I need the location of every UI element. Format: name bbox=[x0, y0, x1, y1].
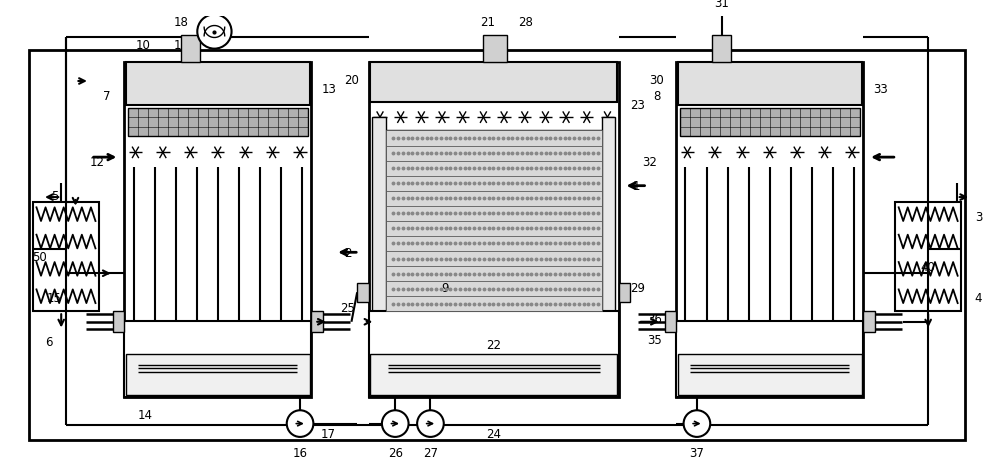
Bar bbox=[386, 131, 602, 146]
Bar bbox=[113, 312, 124, 332]
Bar bbox=[311, 312, 323, 332]
Text: 12: 12 bbox=[90, 156, 105, 169]
Text: 25: 25 bbox=[340, 301, 355, 314]
Text: 3: 3 bbox=[975, 210, 982, 223]
Bar bbox=[128, 167, 308, 321]
Bar bbox=[357, 283, 369, 302]
Text: 30: 30 bbox=[650, 73, 664, 86]
Text: 37: 37 bbox=[689, 446, 704, 459]
Bar bbox=[369, 63, 619, 397]
Bar bbox=[619, 283, 630, 302]
Bar bbox=[712, 36, 731, 63]
Bar bbox=[602, 118, 615, 312]
Bar bbox=[386, 207, 602, 221]
Text: 26: 26 bbox=[388, 446, 403, 459]
Text: 23: 23 bbox=[630, 99, 645, 112]
Text: 33: 33 bbox=[873, 83, 888, 96]
Bar bbox=[863, 312, 875, 332]
Bar bbox=[33, 202, 99, 312]
Text: 32: 32 bbox=[642, 156, 657, 169]
Text: 9: 9 bbox=[441, 281, 448, 294]
Bar bbox=[386, 236, 602, 252]
Text: 4: 4 bbox=[975, 291, 982, 304]
Text: 14: 14 bbox=[137, 408, 152, 420]
Bar bbox=[386, 131, 602, 312]
Text: 31: 31 bbox=[714, 0, 729, 11]
Bar bbox=[386, 221, 602, 236]
Bar bbox=[370, 63, 617, 103]
Bar bbox=[680, 108, 860, 137]
Bar bbox=[386, 281, 602, 297]
Text: 35: 35 bbox=[648, 334, 662, 347]
Text: 24: 24 bbox=[486, 427, 501, 440]
Text: 36: 36 bbox=[648, 313, 662, 326]
Bar bbox=[124, 321, 311, 397]
Text: 22: 22 bbox=[486, 338, 501, 351]
Bar bbox=[680, 167, 860, 321]
Text: 50: 50 bbox=[32, 250, 47, 263]
Bar bbox=[676, 63, 863, 397]
Text: 2: 2 bbox=[344, 246, 351, 259]
Text: 5: 5 bbox=[51, 189, 58, 202]
Text: 18: 18 bbox=[174, 17, 189, 29]
Text: 11: 11 bbox=[174, 39, 189, 52]
Bar bbox=[665, 312, 676, 332]
Bar bbox=[676, 321, 863, 397]
Text: 27: 27 bbox=[423, 446, 438, 459]
Text: 16: 16 bbox=[293, 446, 308, 459]
Text: 28: 28 bbox=[518, 17, 533, 29]
Bar bbox=[29, 50, 965, 440]
Text: 15: 15 bbox=[47, 291, 62, 304]
Text: 20: 20 bbox=[344, 73, 359, 86]
Bar bbox=[372, 118, 386, 312]
Bar bbox=[386, 176, 602, 191]
Circle shape bbox=[197, 15, 232, 50]
Bar bbox=[386, 146, 602, 161]
Bar bbox=[370, 354, 617, 395]
Circle shape bbox=[287, 410, 313, 437]
Bar bbox=[483, 36, 507, 63]
Bar bbox=[895, 202, 961, 312]
Text: 8: 8 bbox=[653, 90, 661, 102]
Text: 19: 19 bbox=[212, 15, 227, 28]
Bar bbox=[678, 354, 862, 395]
Bar bbox=[386, 191, 602, 207]
Bar bbox=[386, 297, 602, 312]
Text: 13: 13 bbox=[321, 83, 336, 96]
Text: 29: 29 bbox=[630, 281, 645, 294]
Text: 21: 21 bbox=[480, 17, 495, 29]
Circle shape bbox=[684, 410, 710, 437]
Bar bbox=[678, 63, 862, 106]
Text: 6: 6 bbox=[45, 336, 53, 348]
Bar bbox=[386, 267, 602, 281]
Bar bbox=[386, 161, 602, 176]
Text: 17: 17 bbox=[321, 427, 336, 440]
Text: 7: 7 bbox=[103, 90, 111, 102]
Bar bbox=[128, 108, 308, 137]
Text: 34: 34 bbox=[689, 408, 704, 420]
Bar bbox=[124, 63, 311, 397]
Bar bbox=[126, 354, 310, 395]
Bar bbox=[386, 252, 602, 267]
Circle shape bbox=[382, 410, 409, 437]
Bar bbox=[126, 63, 310, 106]
Text: 40: 40 bbox=[921, 260, 936, 273]
Bar bbox=[181, 36, 200, 63]
Bar bbox=[369, 312, 619, 397]
Text: 1: 1 bbox=[632, 180, 640, 193]
Circle shape bbox=[417, 410, 444, 437]
Text: 10: 10 bbox=[136, 39, 150, 52]
